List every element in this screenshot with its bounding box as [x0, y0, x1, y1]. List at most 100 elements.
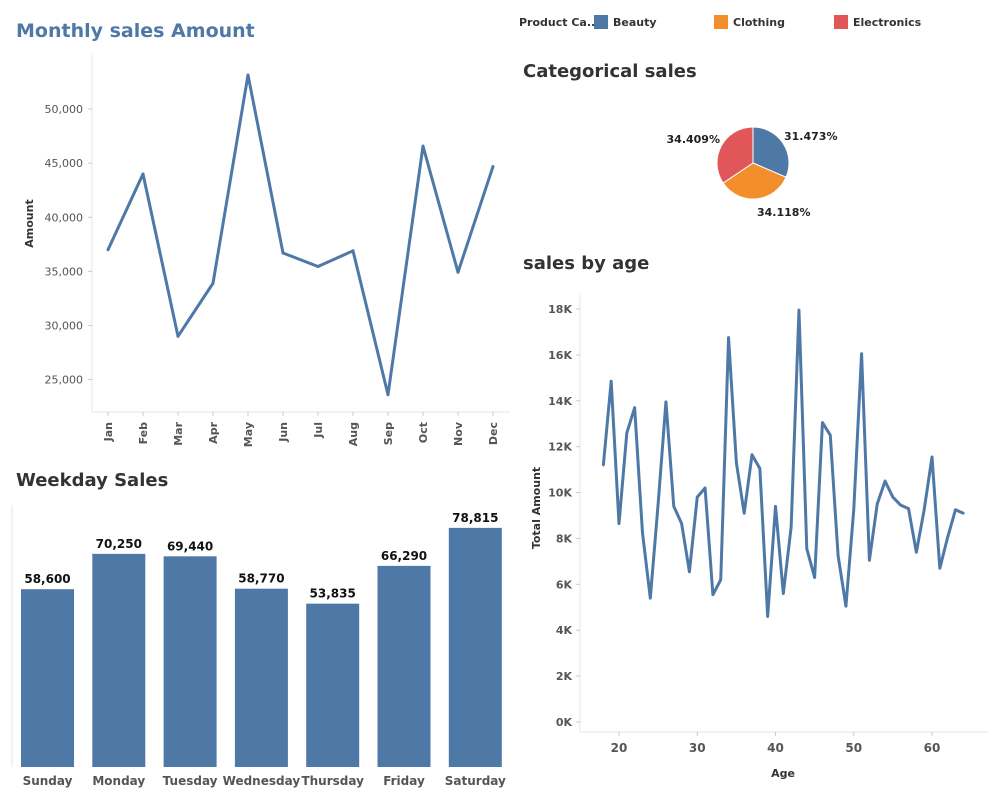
monthly-sales-line [106, 73, 495, 397]
monthly-x-tick-label: May [242, 422, 255, 447]
age-x-tick-label: 40 [767, 741, 784, 755]
age-point-26 [664, 400, 668, 404]
monthly-y-axis-label: Amount [23, 199, 36, 247]
monthly-point-dec [491, 165, 495, 169]
age-point-54 [883, 479, 887, 483]
monthly-x-tick-label: Dec [487, 422, 500, 445]
legend-swatch-beauty [594, 15, 608, 29]
age-point-46 [821, 421, 824, 424]
age-point-60 [930, 455, 934, 459]
age-point-48 [836, 554, 840, 557]
age-point-24 [649, 596, 652, 600]
age-point-33 [719, 578, 723, 582]
age-point-21 [625, 431, 629, 435]
product-category-legend: Product Ca.. Beauty Clothing Electronics [519, 13, 989, 33]
monthly-y-tick-label: 30,000 [45, 319, 84, 332]
monthly-point-jun [281, 251, 285, 255]
pie-slice-electronics [716, 126, 754, 184]
age-point-22 [633, 406, 636, 409]
age-point-52 [868, 558, 871, 562]
age-point-45 [813, 576, 816, 579]
monthly-point-mar [176, 334, 180, 338]
age-y-tick-label: 12K [548, 441, 572, 454]
bar-category-label-saturday: Saturday [445, 774, 506, 788]
age-point-29 [688, 570, 691, 574]
bar-category-label-wednesday: Wednesday [223, 774, 301, 788]
age-point-61 [938, 566, 942, 570]
monthly-point-may [246, 73, 250, 77]
age-point-37 [750, 453, 754, 456]
monthly-point-jul [316, 264, 320, 268]
age-y-tick-label: 18K [548, 303, 572, 316]
bar-category-label-sunday: Sunday [23, 774, 73, 788]
bar-monday [92, 553, 146, 767]
age-y-tick-label: 10K [548, 487, 572, 500]
bar-value-label-tuesday: 69,440 [167, 539, 213, 553]
age-point-63 [954, 508, 957, 512]
monthly-x-tick-label: Oct [417, 422, 430, 443]
monthly-point-feb [141, 172, 145, 176]
legend-label-electronics: Electronics [853, 16, 922, 29]
age-point-62 [946, 535, 949, 539]
sales-by-age-chart: 0K 2K 4K 6K 8K 10K 12K 14K 16K 18K 20 30 40 50 60 Age To… [530, 295, 988, 780]
monthly-sales-chart: 25,000 30,000 35,000 40,000 45,000 50,000 Jan F… [23, 55, 510, 447]
monthly-point-sep [386, 393, 390, 397]
categorical-sales-title: Categorical sales [523, 61, 697, 82]
age-point-20 [617, 522, 621, 525]
monthly-point-oct [421, 144, 425, 148]
age-x-tick-label: 60 [924, 741, 941, 755]
monthly-x-tick-label: Feb [137, 422, 150, 445]
legend-label-clothing: Clothing [733, 16, 785, 29]
age-point-27 [672, 505, 676, 508]
age-point-64 [962, 511, 965, 515]
monthly-y-tick-label: 40,000 [45, 211, 84, 224]
bar-thursday [306, 603, 360, 767]
age-point-51 [860, 352, 863, 356]
age-point-44 [805, 547, 809, 551]
age-point-53 [875, 502, 879, 506]
age-y-tick-label: 0K [556, 716, 573, 729]
age-point-32 [711, 593, 715, 596]
age-point-38 [758, 467, 762, 470]
age-x-tick-label: 30 [689, 741, 706, 755]
age-point-58 [915, 550, 918, 554]
legend-title: Product Ca.. [519, 16, 596, 29]
monthly-y-tick-label: 35,000 [45, 265, 84, 278]
monthly-x-tick-label: Aug [347, 422, 360, 446]
monthly-x-tick-label: Nov [452, 421, 465, 446]
monthly-x-tick-label: Jun [277, 422, 290, 443]
bar-value-label-monday: 70,250 [96, 537, 142, 551]
age-y-tick-label: 14K [548, 395, 572, 408]
bar-value-label-wednesday: 58,770 [238, 572, 284, 586]
pie-label-clothing: 34.118% [757, 206, 810, 219]
age-point-18 [602, 463, 605, 467]
monthly-y-tick-label: 50,000 [45, 103, 84, 116]
bar-wednesday [234, 588, 288, 767]
age-point-50 [852, 508, 856, 512]
age-point-43 [797, 308, 801, 312]
bar-value-label-saturday: 78,815 [452, 511, 498, 525]
monthly-point-jan [106, 248, 110, 252]
age-point-55 [891, 495, 895, 499]
age-point-41 [782, 592, 785, 595]
weekday-sales-chart: 58,600 Sunday 70,250 Monday 69,440 Tuesday 58,… [11, 505, 506, 788]
age-y-axis-label: Total Amount [530, 467, 543, 549]
age-y-tick-label: 6K [556, 578, 573, 591]
bar-category-label-thursday: Thursday [301, 774, 364, 788]
bar-tuesday [163, 556, 217, 767]
bar-value-label-thursday: 53,835 [310, 587, 356, 601]
bar-sunday [21, 589, 74, 767]
age-point-59 [922, 508, 926, 512]
age-y-tick-label: 8K [556, 532, 573, 545]
legend-swatch-electronics [834, 15, 848, 29]
monthly-x-tick-label: Jul [312, 422, 325, 439]
bar-value-label-friday: 66,290 [381, 549, 427, 563]
age-point-31 [703, 486, 707, 490]
pie-slice-clothing [722, 162, 787, 200]
monthly-x-tick-label: Mar [172, 421, 185, 445]
age-y-tick-label: 16K [548, 349, 572, 362]
monthly-y-tick-label: 25,000 [45, 374, 84, 387]
age-x-tick-label: 20 [611, 741, 628, 755]
age-point-39 [766, 615, 769, 618]
age-point-47 [828, 433, 832, 437]
